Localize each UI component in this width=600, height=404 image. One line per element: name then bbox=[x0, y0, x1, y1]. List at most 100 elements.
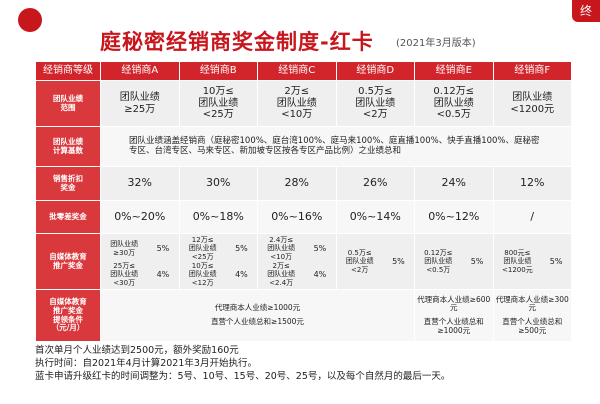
cell: 0%~18% bbox=[178, 200, 258, 234]
cell: / bbox=[492, 200, 572, 234]
tier-range-line: 团队业绩 bbox=[188, 270, 217, 279]
cell: 0%~14% bbox=[335, 200, 415, 234]
tier-range-line: <2万 bbox=[351, 265, 369, 274]
cell: 代理商本人业绩≥300元 直营个人业绩总和≥500元 bbox=[492, 289, 572, 342]
cell-line: 团队业绩 bbox=[433, 97, 474, 109]
cell: 0.12万≤ 团队业绩 <0.5万 bbox=[414, 80, 494, 127]
cell: 0.12万≤ 团队业绩 <0.5万 5% bbox=[414, 233, 494, 290]
cell: 代理商本人业绩≥600元 直营个人业绩总和≥1000元 bbox=[414, 289, 494, 342]
column-header: 经销商A bbox=[100, 61, 180, 81]
tier-range: 25万≤ 团队业绩 <30万 bbox=[110, 262, 138, 286]
tier-range: 团队业绩 ≥30万 bbox=[110, 240, 138, 256]
condition: 代理商本人业绩≥300元 bbox=[495, 294, 569, 313]
cell: 2.4万≤ 团队业绩 <10万 5% 2万≤ 团队业绩 <2.4万 4% bbox=[257, 233, 337, 290]
row-label-line: 奖金 bbox=[60, 182, 76, 192]
table-row: 销售折扣 奖金 32% 30% 28% 26% 24% 12% bbox=[35, 166, 572, 201]
row-label: 自媒体教育 推广奖金 bbox=[35, 233, 101, 290]
cell-line: 团队业绩 bbox=[198, 97, 239, 109]
tier-range-line: 团队业绩 bbox=[110, 270, 139, 279]
column-header: 经销商E bbox=[414, 61, 494, 81]
cell-line: 团队业绩 bbox=[119, 92, 160, 103]
condition: 直营个人业绩总和≥500元 bbox=[502, 317, 563, 335]
cell: 0.5万≤ 团队业绩 <2万 bbox=[335, 80, 415, 127]
note: 执行时间：自2021年4月计算2021年3月开始执行。 bbox=[35, 358, 257, 369]
title: 庭秘密经销商奖金制度-红卡 bbox=[100, 30, 374, 54]
tier-range: 2.4万≤ 团队业绩 <10万 bbox=[267, 236, 295, 260]
tier-range: 12万≤ 团队业绩 <25万 bbox=[189, 236, 217, 260]
cell: 0%~12% bbox=[414, 200, 494, 234]
tier-range: 10万≤ 团队业绩 <12万 bbox=[189, 262, 217, 286]
cell: 0%~16% bbox=[257, 200, 337, 234]
cell: 30% bbox=[178, 166, 258, 201]
tier-range-line: 团队业绩 bbox=[503, 257, 532, 266]
header-row: 经销商等级 经销商A 经销商B 经销商C 经销商D 经销商E 经销商F bbox=[35, 61, 572, 81]
note: 蓝卡申请升级红卡的时间调整为：5号、10号、15号、20号、25号，以及每个自然… bbox=[35, 371, 451, 382]
tier-range: 2万≤ 团队业绩 <2.4万 bbox=[267, 262, 295, 286]
tier: 0.12万≤ 团队业绩 <0.5万 5% bbox=[415, 249, 493, 275]
tier-range: 800元≤ 团队业绩 <1200元 bbox=[502, 249, 533, 273]
column-header: 经销商C bbox=[257, 61, 337, 81]
cell-line: <0.5万 bbox=[436, 109, 471, 121]
row-label: 销售折扣 奖金 bbox=[35, 166, 101, 201]
row-label: 团队业绩 计算基数 bbox=[35, 126, 101, 167]
cell: 代理商本人业绩≥1000元 直营个人业绩总和≥1500元 bbox=[100, 289, 415, 342]
condition: 代理商本人业绩≥1000元 bbox=[214, 303, 301, 313]
tier: 12万≤ 团队业绩 <25万 5% bbox=[180, 236, 258, 262]
tier: 2.4万≤ 团队业绩 <10万 5% bbox=[258, 236, 336, 262]
tier-rate: 5% bbox=[549, 256, 563, 266]
note: 首次单月个人业绩达到2500元，额外奖励160元 bbox=[35, 345, 239, 356]
cell: 2万≤ 团队业绩 <10万 bbox=[257, 80, 337, 127]
tier-range-line: 2.4万≤ bbox=[269, 236, 294, 245]
column-header: 经销商D bbox=[335, 61, 415, 81]
row-label-line: 销售折扣 bbox=[53, 173, 83, 183]
tier-range-line: 团队业绩 bbox=[110, 240, 139, 249]
column-header: 经销商F bbox=[492, 61, 572, 81]
cell-line: 10万≤ bbox=[202, 86, 234, 98]
tier-range-line: 25万≤ bbox=[113, 262, 136, 271]
cell-line: 0.12万≤ bbox=[433, 86, 475, 98]
cell: 团队业绩 ≥30万 5% 25万≤ 团队业绩 <30万 4% bbox=[100, 233, 180, 290]
tier-range-line: 0.5万≤ bbox=[347, 249, 372, 258]
cell-line: <1200元 bbox=[510, 103, 555, 115]
cell: 0.5万≤ 团队业绩 <2万 5% bbox=[335, 233, 415, 290]
cell-line: <10万 bbox=[281, 109, 313, 121]
table-row: 团队业绩 计算基数 团队业绩涵盖经销商（庭秘密100%、庭台湾100%、庭马来100… bbox=[35, 126, 572, 167]
tier: 25万≤ 团队业绩 <30万 4% bbox=[101, 262, 179, 288]
tier-range: 0.12万≤ 团队业绩 <0.5万 bbox=[424, 249, 452, 273]
tier-range-line: <10万 bbox=[270, 252, 293, 261]
cell-line: 0.5万≤ bbox=[358, 86, 393, 98]
tier-range-line: <12万 bbox=[191, 278, 214, 287]
row-label-line: 计算基数 bbox=[53, 145, 83, 155]
cell: 团队业绩 <1200元 bbox=[492, 80, 572, 127]
tier-rate: 5% bbox=[470, 256, 484, 266]
cell: 团队业绩 ≥25万 bbox=[100, 80, 180, 127]
tier-range-line: <25万 bbox=[191, 252, 214, 261]
table-row: 自媒体教育 推广奖金 团队业绩 ≥30万 5% 25万≤ 团队业绩 <30万 4% 12万≤ 团队业… bbox=[35, 233, 572, 290]
cell: 26% bbox=[335, 166, 415, 201]
tier-range-line: 团队业绩 bbox=[345, 257, 374, 266]
row-label-line: 团队业绩 bbox=[53, 136, 83, 146]
column-header: 经销商B bbox=[178, 61, 258, 81]
row-label: 团队业绩 范围 bbox=[35, 80, 101, 127]
cell-line: 团队业绩 bbox=[355, 97, 396, 109]
cell: 28% bbox=[257, 166, 337, 201]
tier-range: 0.5万≤ 团队业绩 <2万 bbox=[346, 249, 374, 273]
cell: 0%~20% bbox=[100, 200, 180, 234]
tier-range-line: <0.5万 bbox=[426, 265, 451, 274]
tier-range-line: 0.12万≤ bbox=[424, 249, 453, 258]
condition: 直营个人业绩总和≥1000元 bbox=[423, 317, 484, 335]
cell: 32% bbox=[100, 166, 180, 201]
tier-range-line: 团队业绩 bbox=[267, 270, 296, 279]
tier-rate: 5% bbox=[392, 256, 405, 266]
tier-range-line: 团队业绩 bbox=[267, 244, 296, 253]
notes: 首次单月个人业绩达到2500元，额外奖励160元执行时间：自2021年4月计算2… bbox=[35, 344, 450, 383]
condition: 直营个人业绩总和≥1500元 bbox=[211, 317, 304, 326]
tier-rate: 4% bbox=[235, 269, 248, 279]
cell-line: ≥25万 bbox=[124, 103, 156, 115]
cell-line: <25万 bbox=[202, 109, 234, 121]
row-label-line: 团队业绩 bbox=[53, 93, 83, 103]
tier-rate: 5% bbox=[313, 243, 327, 253]
tab: 终 bbox=[572, 0, 600, 22]
cell-line: 团队业绩 bbox=[276, 97, 317, 109]
